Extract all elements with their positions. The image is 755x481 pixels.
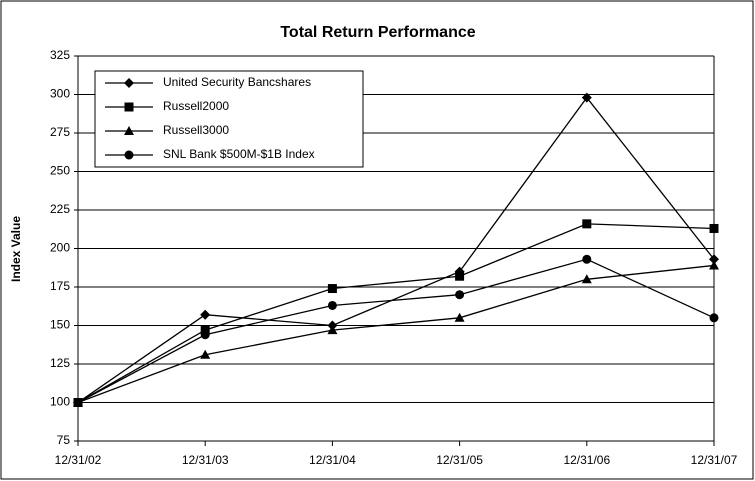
legend-box <box>94 70 364 168</box>
marker <box>709 313 719 323</box>
y-tick-label: 225 <box>50 202 70 216</box>
marker <box>200 330 210 340</box>
x-tick-label: 12/31/03 <box>182 453 229 467</box>
y-tick-label: 175 <box>50 279 70 293</box>
y-tick-label: 75 <box>57 433 71 447</box>
y-tick-label: 250 <box>50 164 70 178</box>
marker <box>581 92 592 103</box>
marker <box>73 398 83 407</box>
x-tick-label: 12/31/02 <box>55 453 102 467</box>
marker <box>581 274 592 284</box>
marker <box>582 254 592 264</box>
series-line <box>77 264 715 404</box>
marker <box>709 254 719 265</box>
series-line <box>77 258 715 404</box>
marker <box>709 260 719 270</box>
marker <box>124 126 134 135</box>
marker <box>124 102 134 112</box>
marker <box>124 78 134 88</box>
y-tick-label: 150 <box>50 318 70 332</box>
marker <box>200 325 210 335</box>
y-tick-label: 300 <box>50 87 70 101</box>
series-line <box>77 223 715 404</box>
marker <box>454 312 465 322</box>
x-tick-label: 12/31/06 <box>563 453 610 467</box>
marker <box>709 223 719 233</box>
y-tick-label: 125 <box>50 356 70 370</box>
legend-label: United Security Bancshares <box>163 75 311 89</box>
series-line <box>77 96 715 404</box>
marker <box>327 300 337 310</box>
x-tick-label: 12/31/07 <box>691 453 738 467</box>
y-tick-label: 200 <box>50 241 70 255</box>
x-tick-label: 12/31/05 <box>436 453 483 467</box>
marker <box>582 219 592 229</box>
legend-label: Russell2000 <box>163 99 229 113</box>
legend-label: Russell3000 <box>163 123 229 137</box>
marker <box>455 290 465 300</box>
marker <box>327 284 337 294</box>
x-tick-label: 12/31/04 <box>309 453 356 467</box>
marker <box>200 309 211 320</box>
chart-title: Total Return Performance <box>280 24 475 41</box>
marker <box>124 150 134 160</box>
y-tick-label: 100 <box>50 395 70 409</box>
marker <box>327 325 338 335</box>
y-tick-label: 325 <box>50 48 70 62</box>
legend-label: SNL Bank $500M-$1B Index <box>163 147 315 161</box>
y-tick-label: 275 <box>50 125 70 139</box>
y-axis-title: Index Value <box>9 216 23 282</box>
marker <box>200 349 211 359</box>
marker <box>455 271 465 281</box>
